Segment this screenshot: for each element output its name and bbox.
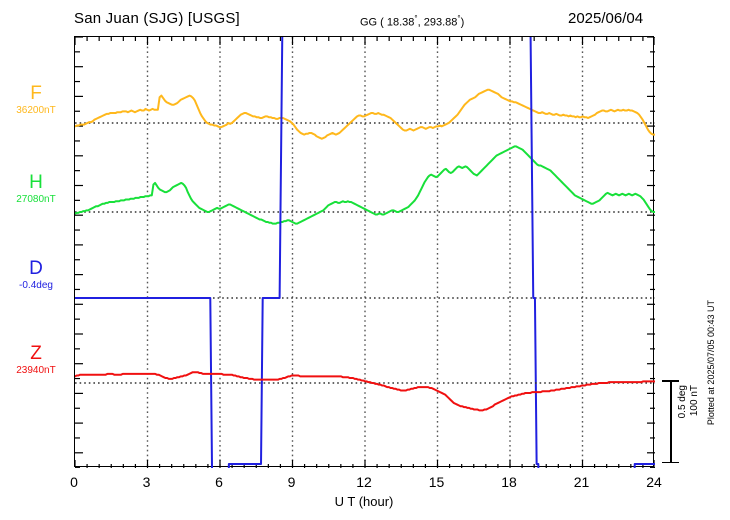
scale-label-deg: 0.5 deg [677, 385, 688, 419]
component-baseline-f: 36200nT [16, 105, 56, 116]
traces-svg [75, 37, 655, 468]
x-tick-label-6: 6 [215, 474, 223, 490]
component-symbol-z: Z [30, 343, 42, 364]
component-label-z: Z 23940nT [0, 344, 72, 377]
plot-timestamp-credit: Plotted at 2025/07/05 00:43 UT [706, 300, 716, 426]
scale-bar [662, 380, 679, 463]
plot-date: 2025/06/04 [568, 10, 644, 27]
component-label-d: D -0.4deg [0, 259, 72, 292]
x-tick-label-24: 24 [646, 474, 662, 490]
x-tick-label-18: 18 [501, 474, 517, 490]
station-title: San Juan (SJG) [USGS] [74, 10, 240, 27]
component-baseline-d: -0.4deg [19, 280, 53, 291]
magnetogram-plot-area [74, 36, 655, 468]
component-label-f: F 36200nT [0, 84, 72, 117]
coords-mid: , 293.88 [417, 16, 458, 29]
x-tick-label-15: 15 [428, 474, 445, 490]
scale-bar-labels: 100 nT 0.5 deg [676, 385, 702, 461]
coords-suffix: ) [460, 16, 465, 29]
scale-label-nt: 100 nT [689, 385, 700, 417]
scale-bar-bottom-cap [662, 461, 679, 463]
component-label-h: H 27080nT [0, 173, 72, 206]
component-baseline-h: 27080nT [16, 194, 56, 205]
x-tick-label-0: 0 [70, 474, 78, 490]
geographic-coordinates: GG ( 18.38°, 293.88°) [360, 14, 464, 29]
x-tick-label-21: 21 [573, 474, 590, 490]
x-axis-title: U T (hour) [334, 494, 394, 509]
component-symbol-d: D [29, 258, 43, 279]
degree-symbol-2: ° [457, 14, 461, 23]
component-symbol-f: F [30, 83, 42, 104]
scale-bar-line [670, 380, 672, 463]
x-tick-label-9: 9 [287, 474, 296, 490]
degree-symbol-1: ° [414, 14, 418, 23]
coords-prefix: GG ( 18.38 [360, 16, 415, 29]
x-tick-label-12: 12 [356, 474, 372, 490]
x-tick-label-3: 3 [142, 474, 151, 490]
component-baseline-z: 23940nT [16, 365, 56, 376]
component-symbol-h: H [29, 172, 43, 193]
